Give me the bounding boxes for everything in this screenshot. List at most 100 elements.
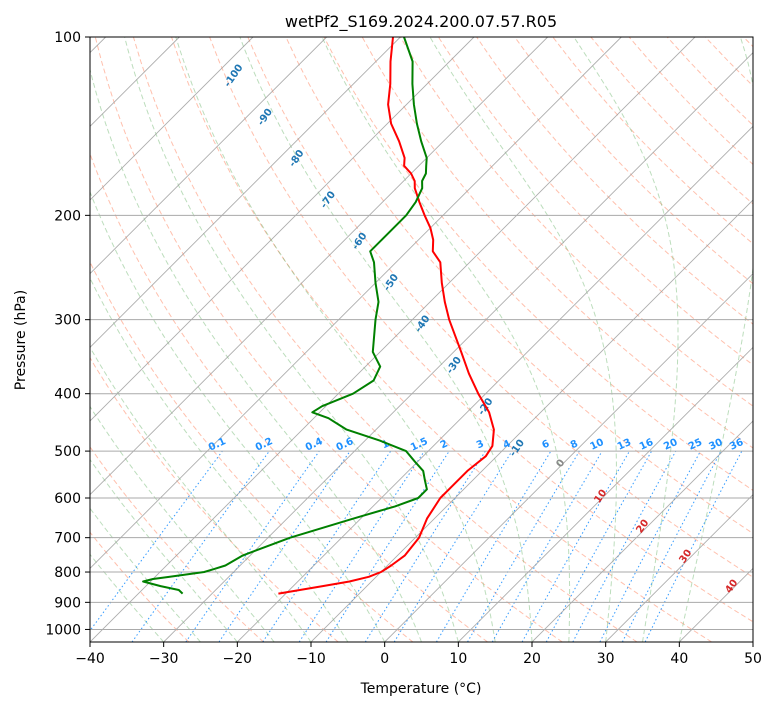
wet-bulb-label: 40 xyxy=(723,578,740,596)
x-tick-label: −20 xyxy=(223,651,253,667)
y-axis-label: Pressure (hPa) xyxy=(13,290,29,390)
mixing-ratio-line xyxy=(131,450,270,642)
mixing-ratio-line xyxy=(644,450,743,642)
mixing-ratio-label: 8 xyxy=(569,438,580,451)
dry-adiabat xyxy=(743,37,753,48)
mixing-ratio-line xyxy=(262,450,392,642)
mixing-ratio-label: 2 xyxy=(439,438,450,451)
y-tick-label: 100 xyxy=(54,30,81,46)
mixing-ratio-line xyxy=(599,450,701,642)
moist-adiabat xyxy=(321,37,571,642)
background-lines xyxy=(90,37,753,642)
moist-adiabat xyxy=(678,37,753,642)
dry-adiabat xyxy=(323,37,753,491)
x-tick-label: 0 xyxy=(380,651,389,667)
isotherm xyxy=(90,37,696,642)
y-tick-label: 500 xyxy=(54,444,81,460)
isotherm xyxy=(458,346,753,642)
theta-label: -10 xyxy=(508,438,527,459)
x-axis-label: Temperature (°C) xyxy=(360,681,482,697)
wet-bulb-label: 0 xyxy=(554,458,567,470)
moist-adiabat xyxy=(90,405,275,642)
plot-frame xyxy=(89,36,754,643)
mixing-ratio-line xyxy=(393,450,513,642)
x-tick-label: 40 xyxy=(670,651,688,667)
y-tick-label: 400 xyxy=(54,387,81,403)
isotherm xyxy=(310,199,753,642)
isotherm xyxy=(90,37,622,569)
wet-bulb-label: 10 xyxy=(592,488,609,506)
theta-label: -90 xyxy=(256,107,275,128)
mixing-ratio-line xyxy=(218,450,351,642)
mixing-ratio-line xyxy=(298,450,425,642)
isotherm xyxy=(531,420,753,642)
moist-adiabat xyxy=(175,37,496,642)
x-axis-ticks: −40 −30 −20 −10 0 10 20 30 40 50 xyxy=(75,642,762,667)
moist-adiabat xyxy=(239,37,533,642)
dry-adiabat xyxy=(514,37,753,285)
theta-label: -70 xyxy=(319,189,338,210)
mixing-ratio-label: 16 xyxy=(638,437,655,453)
mixing-ratio-label: 36 xyxy=(728,437,745,453)
y-tick-label: 1000 xyxy=(45,622,81,638)
dry-adiabat xyxy=(704,37,753,87)
y-tick-label: 700 xyxy=(54,531,81,547)
moist-adiabat xyxy=(124,37,459,642)
moist-adiabat xyxy=(90,507,201,642)
isotherm xyxy=(90,37,548,496)
x-tick-label: 10 xyxy=(449,651,467,667)
dewpoint-profile xyxy=(142,37,428,595)
mixing-ratio-label: 20 xyxy=(662,437,679,453)
isotherm xyxy=(237,125,753,642)
x-tick-label: −10 xyxy=(296,651,326,667)
moist-adiabat xyxy=(573,37,679,642)
isotherm xyxy=(752,641,753,642)
isotherm xyxy=(384,273,753,642)
dry-adiabat xyxy=(90,531,190,642)
dry-adiabat xyxy=(132,37,638,642)
wet-bulb-label: 30 xyxy=(677,548,694,566)
theta-label: -40 xyxy=(413,314,432,335)
y-tick-label: 900 xyxy=(54,595,81,611)
moist-adiabat xyxy=(90,277,349,642)
dry-adiabat xyxy=(437,37,753,366)
theta-label: -80 xyxy=(287,148,306,169)
mixing-ratio-label: 30 xyxy=(707,437,724,453)
dry-adiabat xyxy=(285,37,753,535)
dry-adiabat xyxy=(399,37,753,407)
moist-adiabat xyxy=(90,67,422,642)
x-tick-label: 20 xyxy=(523,651,541,667)
y-tick-label: 200 xyxy=(54,208,81,224)
isotherm xyxy=(90,37,254,201)
theta-label: -60 xyxy=(350,231,369,252)
dry-adiabat xyxy=(247,37,753,578)
chart-title: wetPf2_S169.2024.200.07.57.R05 xyxy=(285,12,557,32)
mixing-ratio-label: 25 xyxy=(687,437,704,453)
mixing-ratio-line xyxy=(185,450,320,642)
mixing-ratio-line xyxy=(435,450,552,642)
mixing-ratio-label: 1 xyxy=(380,438,391,451)
moist-adiabat xyxy=(90,458,238,642)
isotherm xyxy=(90,37,401,348)
theta-label: -50 xyxy=(382,272,401,293)
y-tick-label: 600 xyxy=(54,491,81,507)
mixing-ratio-line xyxy=(90,450,223,632)
mixing-ratio-label: 4 xyxy=(502,438,513,451)
dry-adiabat xyxy=(171,37,712,642)
y-tick-label: 300 xyxy=(54,313,81,329)
moist-adiabat xyxy=(90,190,386,642)
wet-bulb-label: 20 xyxy=(634,518,651,536)
x-tick-label: 50 xyxy=(744,651,762,667)
dry-adiabat xyxy=(90,152,488,642)
isotherm xyxy=(90,37,327,275)
y-axis-ticks: 100 200 300 400 500 600 700 800 900 1000 xyxy=(45,30,90,638)
x-tick-label: 30 xyxy=(597,651,615,667)
sounding-series xyxy=(142,37,495,595)
mixing-ratio-label: 13 xyxy=(616,437,633,453)
y-tick-label: 800 xyxy=(54,565,81,581)
mixing-ratio-label: 3 xyxy=(475,438,486,451)
mixing-ratio-line xyxy=(521,450,630,642)
mixing-ratio-label: 10 xyxy=(588,437,605,453)
temperature-profile xyxy=(278,37,495,595)
